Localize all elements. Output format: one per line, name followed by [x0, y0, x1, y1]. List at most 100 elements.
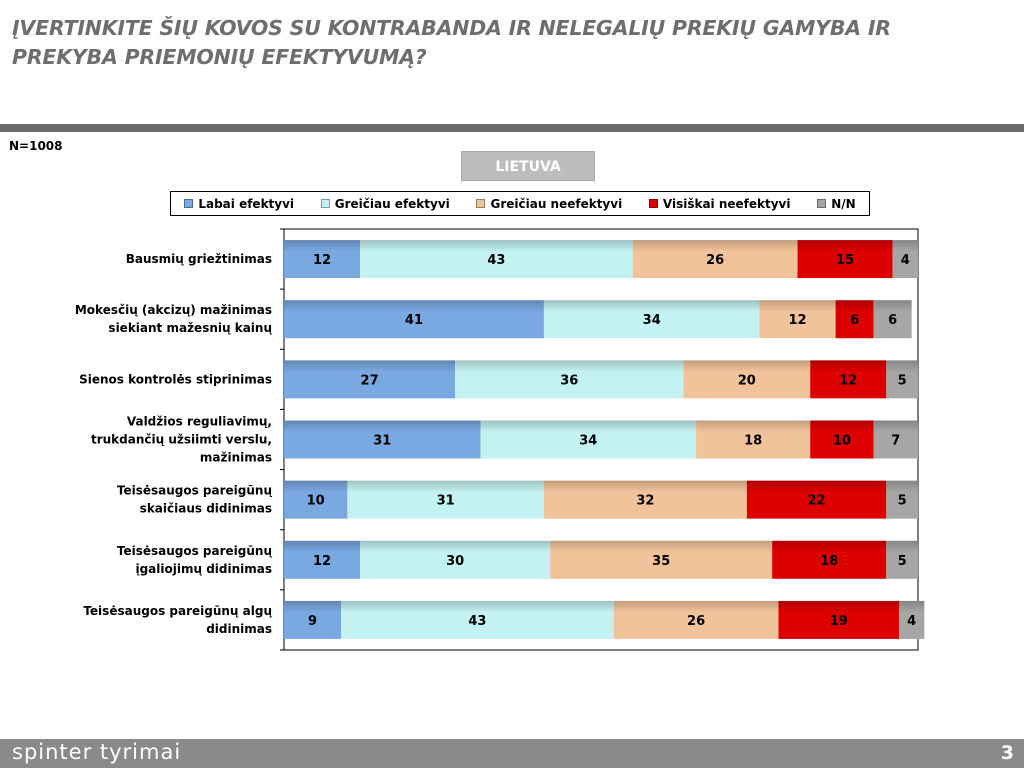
bar-segment: [797, 240, 893, 279]
category-label: Bausmių griežtinimas: [126, 252, 272, 266]
bar-segment: [550, 540, 773, 579]
bar-segment: [683, 360, 811, 399]
bar-segment: [284, 600, 342, 639]
bar-segment: [759, 300, 836, 339]
page-number: 3: [1000, 742, 1014, 764]
category-label: Teisėsaugos pareigūnų skaičiaus didinimas: [117, 484, 273, 516]
data-label: 22: [808, 494, 826, 509]
header-divider: [0, 124, 1024, 132]
bar-segment: [772, 540, 887, 579]
data-label: 5: [898, 373, 907, 388]
data-label: 41: [405, 313, 423, 328]
legend-label: Labai efektyvi: [198, 196, 295, 211]
bar-segment: [810, 420, 874, 459]
bar-segment: [892, 240, 918, 279]
data-label: 4: [907, 614, 916, 629]
data-label: 19: [830, 614, 848, 629]
bar-segment: [347, 480, 544, 519]
bar-segment: [543, 480, 747, 519]
data-label: 18: [820, 554, 838, 569]
data-label: 34: [579, 434, 597, 449]
data-label: 5: [898, 494, 907, 509]
data-label: 26: [687, 614, 705, 629]
bar-segment: [886, 540, 918, 579]
region-label: LIETUVA: [461, 151, 595, 181]
bar-segment: [778, 600, 899, 639]
data-label: 26: [706, 253, 724, 268]
bar-segment: [455, 360, 684, 399]
category-label: Mokesčių (akcizų) mažinimas siekiant maže…: [75, 303, 273, 335]
category-label: Teisėsaugos pareigūnų algų didinimas: [83, 604, 272, 636]
data-label: 15: [836, 253, 854, 268]
bar-segment: [284, 240, 361, 279]
data-label: 31: [373, 434, 391, 449]
bar-segment: [360, 540, 551, 579]
bar-segment: [746, 480, 887, 519]
legend-item-visiskai-neefektyvi: Visiškai neefektyvi: [648, 196, 791, 211]
data-label: 35: [652, 554, 670, 569]
legend-item-greiciau-efektyvi: Greičiau efektyvi: [320, 196, 450, 211]
data-label: 10: [833, 434, 851, 449]
bar-segment: [284, 540, 361, 579]
sample-size: N=1008: [9, 139, 63, 153]
legend-swatch: [184, 199, 194, 208]
legend-label: N/N: [831, 196, 856, 211]
bar-segment: [360, 240, 633, 279]
bar-segment: [873, 300, 912, 339]
legend-swatch: [320, 199, 330, 208]
data-label: 12: [788, 313, 806, 328]
category-label: Teisėsaugos pareigūnų įgaliojimų didinima…: [117, 544, 273, 576]
footer-bar: spinter tyrimai 3: [0, 739, 1024, 768]
data-label: 30: [446, 554, 464, 569]
data-label: 6: [850, 313, 859, 328]
bar-segment: [613, 600, 779, 639]
legend-swatch: [648, 199, 658, 208]
page-title: ĮVERTINKITE ŠIŲ KOVOS SU KONTRABANDA IR …: [12, 16, 891, 69]
bar-segment: [696, 420, 811, 459]
data-label: 43: [468, 614, 486, 629]
data-label: 27: [361, 373, 379, 388]
bar-segment: [873, 420, 918, 459]
legend-item-labai-efektyvi: Labai efektyvi: [184, 197, 294, 211]
legend-label: Visiškai neefektyvi: [662, 196, 791, 211]
data-label: 32: [636, 494, 654, 509]
bar-segment: [898, 600, 925, 639]
bar-segment: [886, 360, 918, 399]
bar-segment: [810, 360, 887, 399]
legend-swatch: [476, 199, 486, 208]
bar-segment: [632, 240, 798, 279]
data-label: 20: [738, 373, 756, 388]
bar-segment: [284, 480, 348, 519]
bar-segment: [341, 600, 614, 639]
legend-label: Greičiau neefektyvi: [490, 196, 623, 211]
data-label: 5: [898, 554, 907, 569]
data-label: 12: [313, 554, 331, 569]
legend-item-greiciau-neefektyvi: Greičiau neefektyvi: [476, 197, 622, 211]
legend-swatch: [817, 199, 827, 208]
brand-logo: spinter tyrimai: [12, 740, 182, 764]
bar-segment: [835, 300, 874, 339]
data-label: 36: [560, 373, 578, 388]
data-label: 12: [839, 373, 857, 388]
data-label: 7: [891, 434, 900, 449]
data-label: 43: [487, 253, 505, 268]
data-label: 12: [313, 253, 331, 268]
data-label: 9: [308, 614, 317, 629]
data-label: 31: [437, 494, 455, 509]
legend-item-nn: N/N: [817, 196, 856, 211]
data-label: 34: [643, 313, 661, 328]
bar-segment: [886, 480, 918, 519]
data-label: 6: [888, 313, 897, 328]
category-label: Sienos kontrolės stiprinimas: [79, 372, 272, 386]
category-label: Valdžios reguliavimų, trukdančių užsiimti…: [91, 415, 272, 465]
bar-segment: [284, 420, 481, 459]
chart-legend: Labai efektyvi Greičiau efektyvi Greičia…: [170, 191, 870, 216]
bar-segment: [284, 300, 544, 339]
bar-segment: [480, 420, 697, 459]
data-label: 18: [744, 434, 762, 449]
data-label: 4: [901, 253, 910, 268]
legend-label: Greičiau efektyvi: [334, 196, 450, 211]
data-label: 10: [307, 494, 325, 509]
bar-segment: [284, 360, 456, 399]
